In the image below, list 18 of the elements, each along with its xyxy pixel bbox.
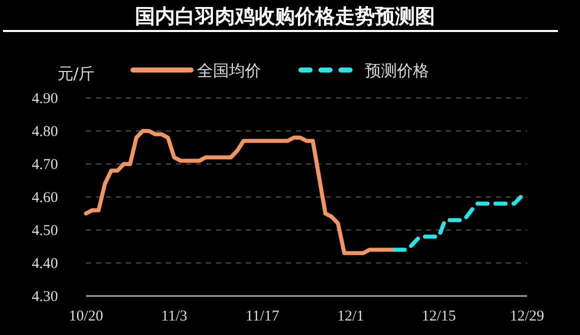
y-tick-label: 4.80 bbox=[32, 124, 58, 140]
y-tick-label: 4.60 bbox=[32, 190, 58, 206]
line-series bbox=[84, 129, 397, 256]
y-tick-label: 4.50 bbox=[32, 222, 58, 239]
legend-label: 预测价格 bbox=[365, 61, 429, 80]
legend-label: 全国均价 bbox=[197, 61, 261, 80]
x-tick-label: 12/29 bbox=[510, 308, 544, 325]
y-tick-label: 4.30 bbox=[32, 288, 58, 305]
x-tick-label: 10/20 bbox=[68, 308, 104, 325]
x-tick-label: 12/15 bbox=[422, 308, 456, 325]
x-tick-label: 11/3 bbox=[161, 308, 188, 325]
chart-title: 国内白羽肉鸡收购价格走势预测图 bbox=[135, 4, 435, 28]
y-tick-label: 4.40 bbox=[32, 256, 58, 272]
x-tick-label: 11/17 bbox=[246, 308, 280, 325]
y-tick-label: 4.70 bbox=[32, 156, 58, 173]
x-tick-label: 12/1 bbox=[337, 308, 364, 325]
y-tick-label: 4.90 bbox=[32, 90, 58, 107]
y-axis-title: 元/斤 bbox=[57, 64, 95, 83]
